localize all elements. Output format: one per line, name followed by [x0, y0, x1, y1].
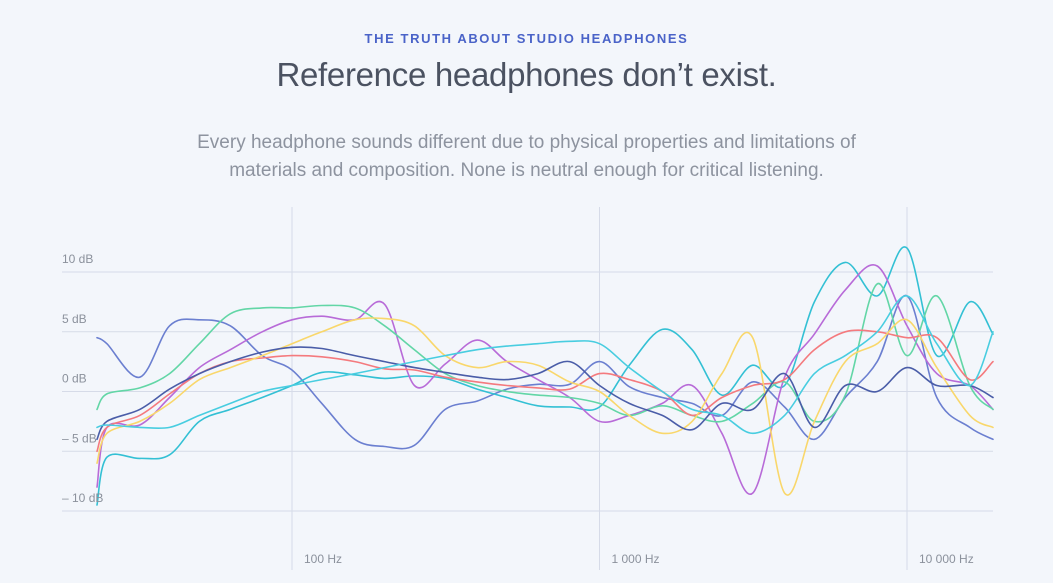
lead-paragraph: Every headphone sounds different due to …: [0, 129, 1053, 185]
section-eyebrow: THE TRUTH ABOUT STUDIO HEADPHONES: [364, 31, 689, 46]
chart-grid: [62, 207, 993, 570]
lead-line-1: Every headphone sounds different due to …: [197, 132, 856, 153]
page-title: Reference headphones don’t exist.: [276, 56, 777, 93]
series-line-8: [96, 295, 994, 435]
chart-tick-labels: 10 dB 5 dB 0 dB – 5 dB – 10 dB 100 Hz 1 000 Hz…: [62, 252, 974, 566]
series-line-1: [96, 295, 994, 450]
y-tick-label: 0 dB: [62, 372, 87, 386]
lead-line-2: materials and composition. None is neutr…: [229, 160, 824, 181]
series-line-7: [96, 346, 994, 441]
y-tick-label: – 5 dB: [62, 431, 97, 445]
series-line-6: [96, 317, 994, 496]
x-tick-label: 1 000 Hz: [612, 552, 660, 566]
x-tick-label: 100 Hz: [304, 552, 342, 566]
y-tick-label: – 10 dB: [62, 491, 103, 505]
series-line-2: [96, 246, 994, 506]
series-line-4: [96, 283, 994, 423]
chart-series: [96, 246, 994, 506]
y-tick-label: 10 dB: [62, 252, 93, 266]
y-tick-label: 5 dB: [62, 312, 87, 326]
series-line-3: [96, 264, 994, 495]
x-tick-label: 10 000 Hz: [919, 552, 974, 566]
